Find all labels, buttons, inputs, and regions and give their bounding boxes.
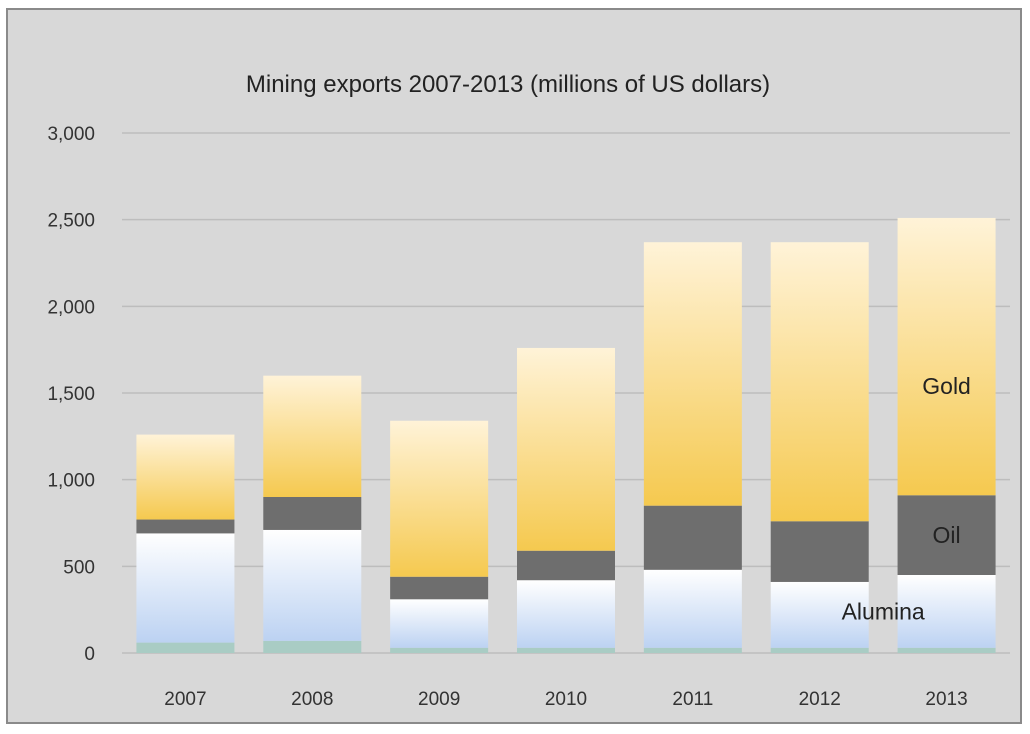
bar-oil-2012 [770,521,869,582]
x-tick-label: 2009 [418,689,460,710]
bar-alumina-2013 [897,575,996,648]
bar-gold-2008 [263,375,362,497]
bar-alumina-2008 [263,529,362,641]
bar-oil-2007 [136,519,235,534]
bar-base-2010 [517,647,615,653]
y-tick-label: 0 [84,644,95,665]
stacked-bars [136,217,996,653]
series-label-alumina: Alumina [842,598,925,624]
bar-gold-2012 [770,242,869,522]
y-tick-label: 2,000 [47,297,95,318]
x-tick-label: 2007 [164,689,206,710]
bar-gold-2011 [643,242,742,506]
y-tick-label: 1,000 [47,471,95,492]
x-tick-label: 2008 [291,689,333,710]
bar-base-2013 [897,647,996,653]
series-label-gold: Gold [922,373,971,399]
bar-gold-2010 [517,347,615,551]
x-tick-label: 2012 [799,689,841,710]
x-tick-label: 2010 [545,689,587,710]
y-tick-label: 3,000 [47,124,95,145]
bar-base-2007 [136,642,235,653]
x-tick-label: 2011 [672,689,713,710]
bar-oil-2009 [390,576,489,600]
bar-gold-2013 [897,217,996,496]
bar-oil-2008 [263,497,362,530]
bar-alumina-2009 [390,599,489,648]
chart-title: Mining exports 2007-2013 (millions of US… [246,71,770,98]
bar-alumina-2010 [517,580,615,648]
y-tick-label: 500 [63,557,95,578]
bar-alumina-2007 [136,533,235,643]
bar-base-2008 [263,640,362,653]
bar-oil-2013 [897,495,996,575]
x-tick-label: 2013 [925,689,967,710]
bar-alumina-2011 [643,569,742,648]
bar-gold-2007 [136,434,235,520]
bar-alumina-2012 [770,581,869,648]
bar-oil-2011 [643,505,742,570]
bar-base-2011 [643,647,742,653]
y-tick-label: 1,500 [47,384,95,405]
bar-gold-2009 [390,420,489,577]
x-axis-ticks: 2007 2008 2009 2010 2011 2012 2013 [164,689,967,710]
bar-base-2012 [770,647,869,653]
bar-base-2009 [390,647,489,653]
bar-oil-2010 [517,550,615,581]
series-label-oil: Oil [933,522,961,548]
y-axis-ticks: 0 500 1,000 1,500 2,000 2,500 3,000 [47,124,95,665]
series-labels: Gold Oil Alumina [842,373,971,624]
y-tick-label: 2,500 [47,211,95,232]
